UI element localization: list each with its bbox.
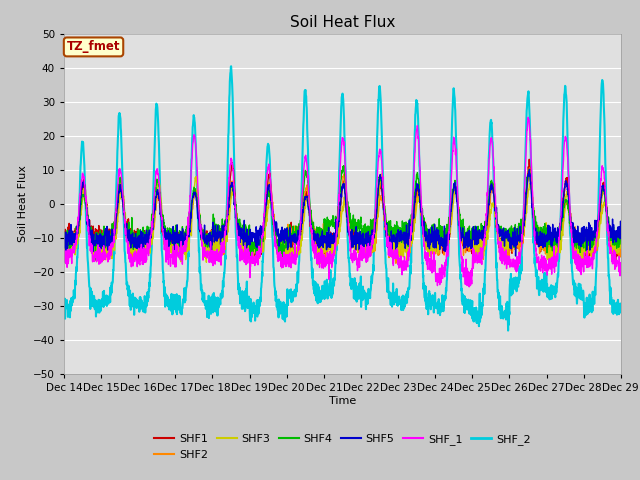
SHF_2 bbox=[568, 268, 576, 274]
Text: TZ_fmet: TZ_fmet bbox=[67, 40, 120, 53]
SHF_2 bbox=[584, 304, 591, 310]
SHF_2 bbox=[371, 230, 379, 236]
Y-axis label: Soil Heat Flux: Soil Heat Flux bbox=[17, 166, 28, 242]
SHF2 bbox=[392, 260, 400, 266]
Line: SHF2: SHF2 bbox=[64, 168, 621, 263]
SHF4 bbox=[584, 228, 591, 234]
SHF2 bbox=[60, 236, 68, 242]
SHF1 bbox=[216, 231, 223, 237]
SHF5 bbox=[525, 167, 533, 172]
SHF_1 bbox=[617, 265, 625, 271]
SHF1 bbox=[582, 261, 590, 267]
SHF4 bbox=[60, 234, 68, 240]
SHF2 bbox=[584, 244, 591, 250]
SHF1 bbox=[504, 238, 512, 244]
SHF_1 bbox=[60, 249, 68, 254]
SHF3 bbox=[216, 244, 223, 250]
SHF1 bbox=[568, 228, 575, 233]
SHF_2 bbox=[504, 328, 512, 334]
SHF_1 bbox=[584, 263, 591, 269]
SHF3 bbox=[568, 230, 576, 236]
SHF1 bbox=[358, 241, 366, 247]
SHF4 bbox=[340, 163, 348, 168]
SHF2 bbox=[568, 232, 576, 238]
Line: SHF3: SHF3 bbox=[64, 174, 621, 265]
Line: SHF5: SHF5 bbox=[64, 169, 621, 258]
SHF_1 bbox=[371, 218, 378, 224]
Line: SHF4: SHF4 bbox=[64, 166, 621, 260]
SHF_2 bbox=[216, 297, 223, 302]
SHF_2 bbox=[60, 300, 68, 306]
SHF4 bbox=[92, 257, 99, 263]
SHF4 bbox=[568, 228, 576, 234]
SHF5 bbox=[617, 231, 625, 237]
SHF2 bbox=[525, 165, 533, 171]
SHF_1 bbox=[568, 236, 576, 241]
SHF4 bbox=[359, 226, 367, 231]
X-axis label: Time: Time bbox=[329, 396, 356, 406]
Line: SHF_2: SHF_2 bbox=[64, 66, 621, 331]
SHF_1 bbox=[216, 253, 223, 259]
SHF1 bbox=[525, 156, 533, 162]
Line: SHF1: SHF1 bbox=[64, 159, 621, 264]
Title: Soil Heat Flux: Soil Heat Flux bbox=[290, 15, 395, 30]
SHF5 bbox=[568, 230, 576, 236]
SHF3 bbox=[617, 244, 625, 250]
SHF5 bbox=[584, 231, 591, 237]
SHF3 bbox=[584, 250, 591, 255]
SHF3 bbox=[60, 246, 68, 252]
SHF3 bbox=[371, 243, 379, 249]
SHF2 bbox=[371, 240, 378, 245]
SHF_1 bbox=[524, 114, 532, 120]
SHF2 bbox=[504, 258, 512, 264]
SHF5 bbox=[358, 242, 366, 248]
SHF_2 bbox=[505, 322, 513, 328]
SHF_1 bbox=[504, 260, 512, 266]
SHF1 bbox=[617, 241, 625, 247]
SHF3 bbox=[378, 171, 385, 177]
SHF5 bbox=[60, 230, 68, 236]
Legend: SHF1, SHF2, SHF3, SHF4, SHF5, SHF_1, SHF_2: SHF1, SHF2, SHF3, SHF4, SHF5, SHF_1, SHF… bbox=[150, 430, 535, 464]
SHF5 bbox=[216, 234, 223, 240]
SHF_2 bbox=[227, 63, 235, 69]
Line: SHF_1: SHF_1 bbox=[64, 117, 621, 287]
SHF1 bbox=[584, 254, 591, 260]
SHF5 bbox=[504, 238, 512, 244]
SHF3 bbox=[359, 238, 367, 244]
SHF4 bbox=[617, 233, 625, 239]
SHF3 bbox=[314, 262, 321, 268]
SHF2 bbox=[358, 242, 366, 248]
SHF5 bbox=[392, 255, 400, 261]
SHF2 bbox=[617, 241, 625, 247]
SHF_1 bbox=[465, 284, 473, 290]
SHF1 bbox=[60, 229, 68, 235]
SHF2 bbox=[216, 243, 223, 249]
SHF4 bbox=[216, 223, 223, 229]
SHF4 bbox=[371, 212, 379, 218]
SHF4 bbox=[505, 235, 513, 240]
SHF_2 bbox=[617, 310, 625, 315]
SHF5 bbox=[371, 231, 378, 237]
SHF_1 bbox=[358, 251, 366, 257]
SHF_2 bbox=[359, 297, 367, 303]
SHF1 bbox=[371, 223, 378, 229]
SHF3 bbox=[505, 241, 513, 247]
